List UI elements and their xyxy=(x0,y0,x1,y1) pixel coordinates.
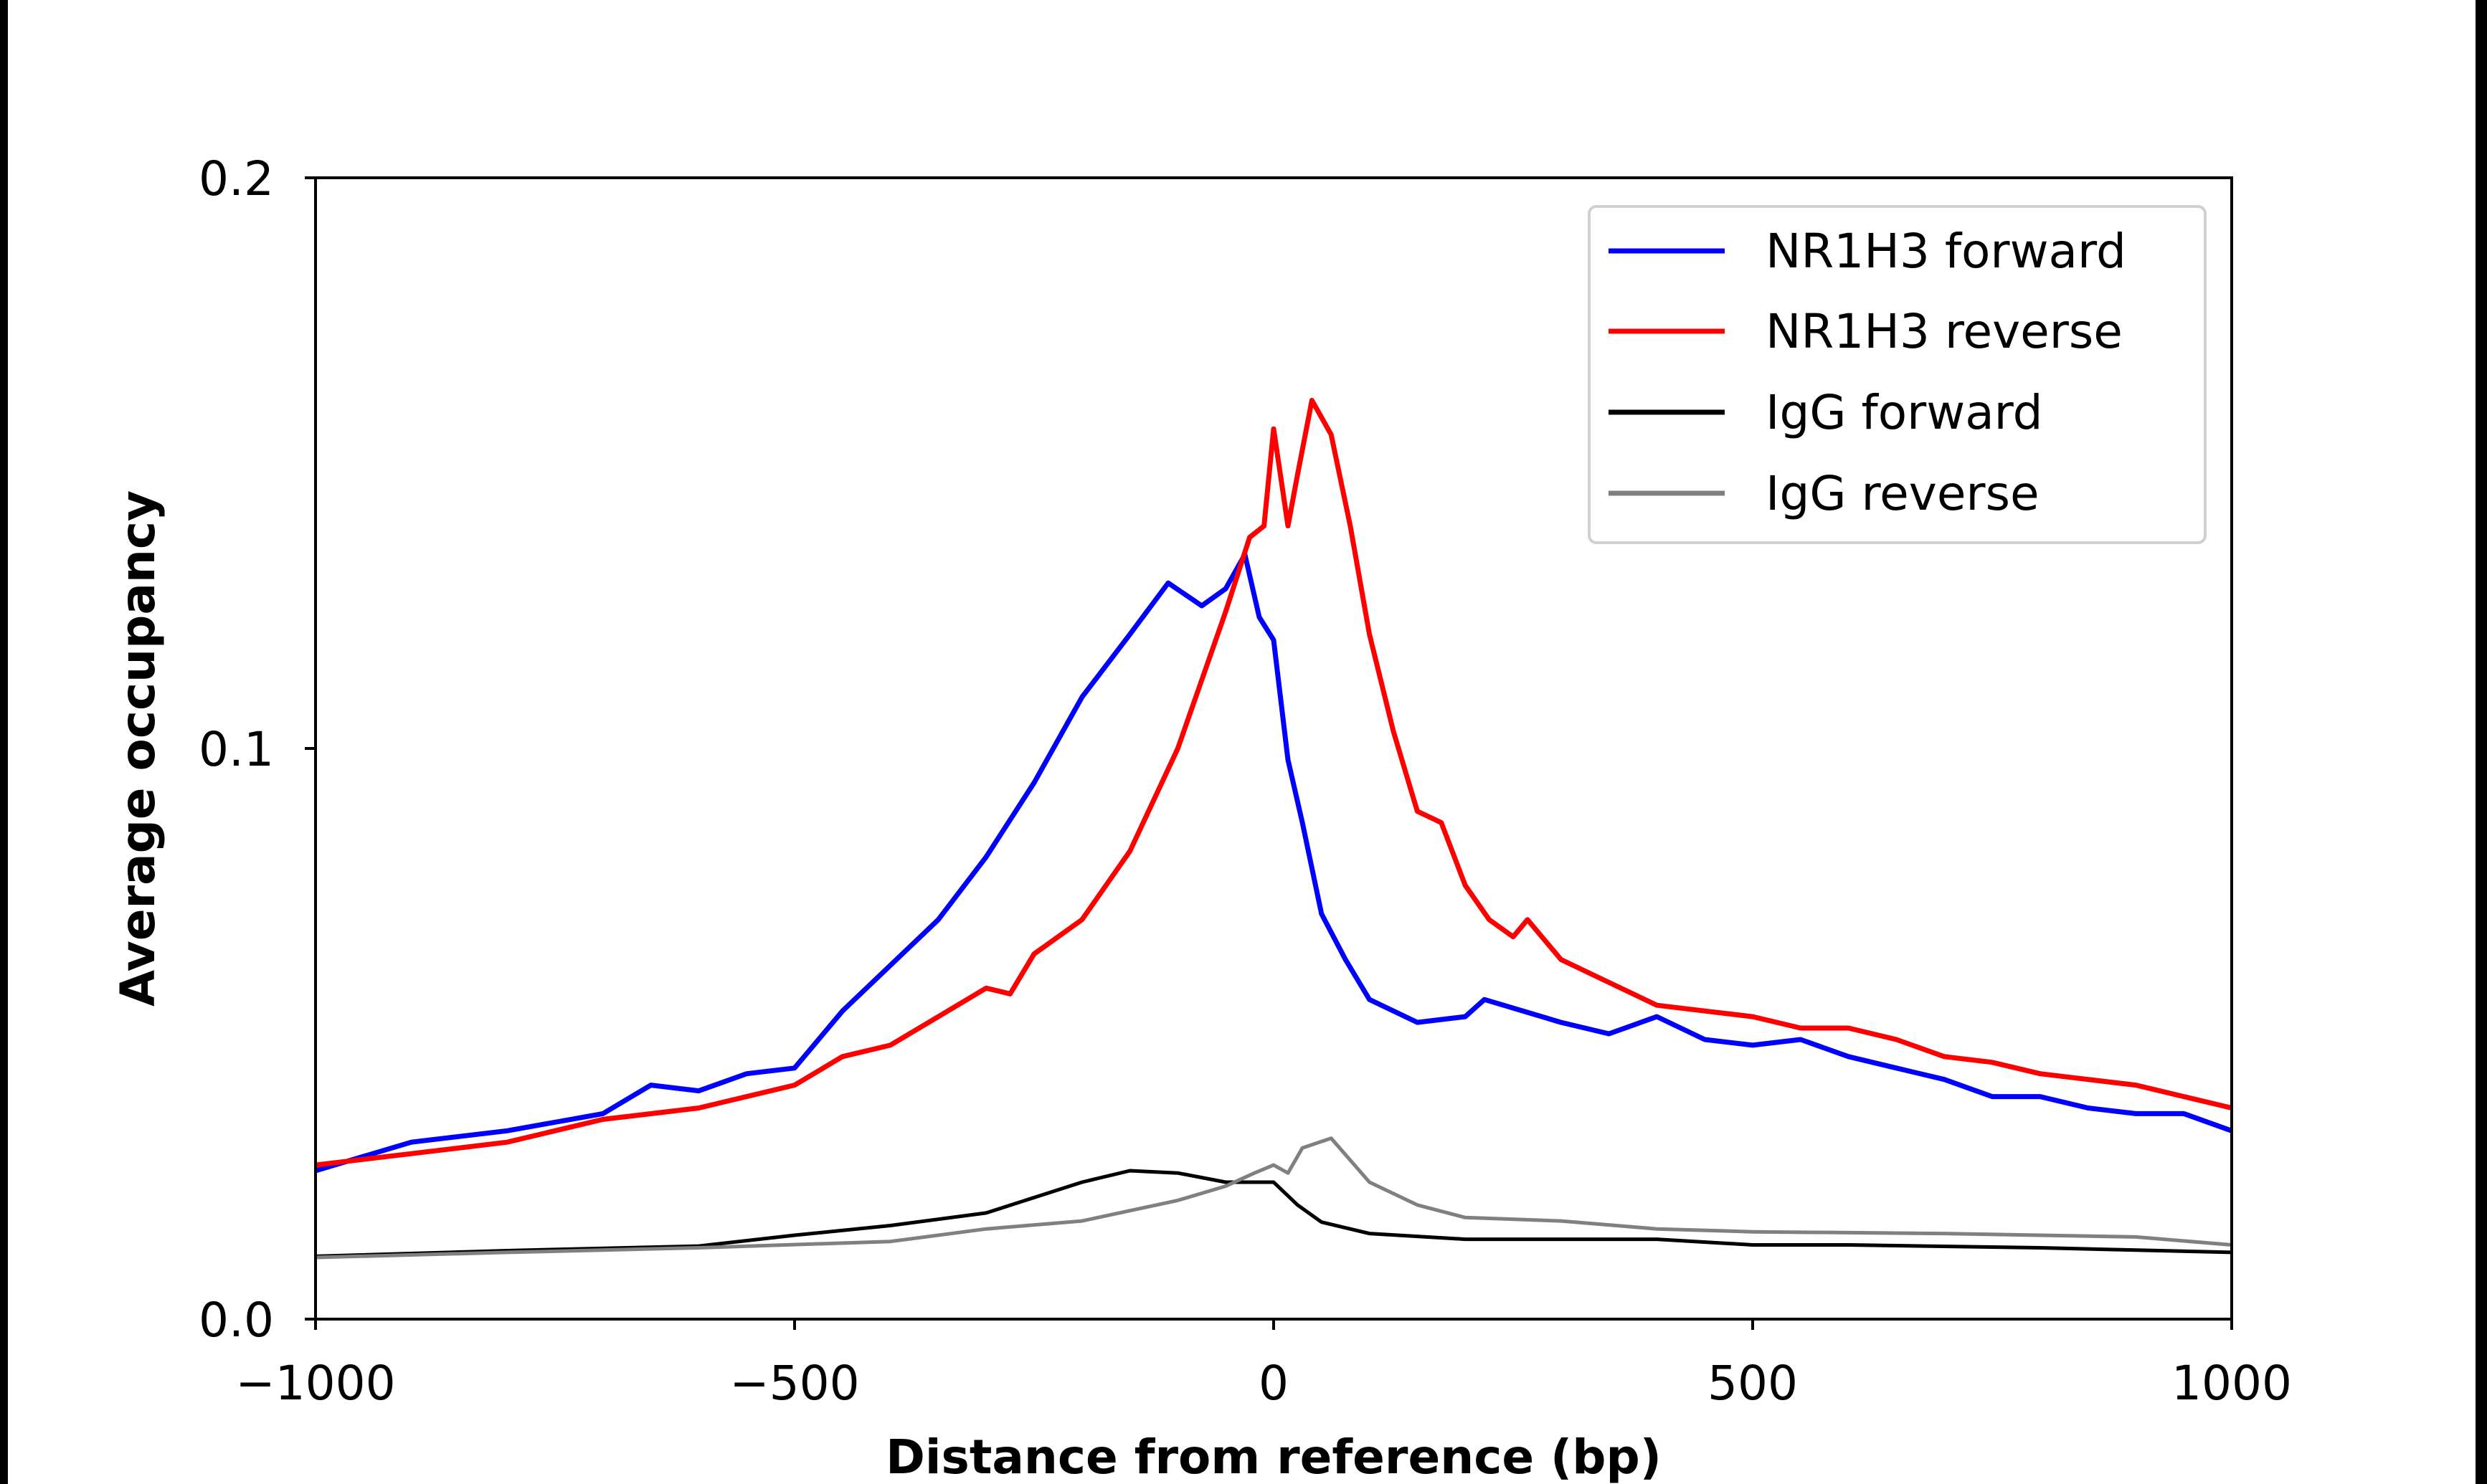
y-tick-label: 0.1 xyxy=(199,722,274,777)
y-tick-label: 0.0 xyxy=(199,1293,274,1348)
series-line-igg-reverse xyxy=(315,1136,2232,1260)
legend-item: IgG forward xyxy=(1609,385,2043,440)
x-tick-label: −500 xyxy=(729,1356,859,1411)
legend-box xyxy=(1588,205,2207,544)
legend-item: IgG reverse xyxy=(1609,466,2040,521)
series-line-nr1h3-forward xyxy=(315,551,2233,1174)
x-tick-label: −1000 xyxy=(235,1356,395,1411)
x-tick-label: 0 xyxy=(1259,1356,1289,1411)
ticks-layer: −1000 −500 0 500 1000 0.0 0.1 0.2 xyxy=(199,151,2292,1411)
series-layer xyxy=(315,397,2233,1260)
x-tick-label: 1000 xyxy=(2171,1356,2292,1411)
legend-label: IgG forward xyxy=(1766,385,2043,440)
legend-label: IgG reverse xyxy=(1766,466,2040,521)
left-border-bar xyxy=(0,0,8,1484)
legend-item: NR1H3 forward xyxy=(1609,224,2126,279)
series-line-igg-forward xyxy=(315,1169,2232,1258)
series-line-nr1h3-reverse xyxy=(315,397,2232,1168)
x-axis-label: Distance from reference (bp) xyxy=(886,1430,1662,1484)
legend-item: NR1H3 reverse xyxy=(1609,304,2123,359)
y-tick-label: 0.2 xyxy=(199,151,274,206)
legend-label: NR1H3 forward xyxy=(1766,224,2126,279)
legend: NR1H3 forward NR1H3 reverse IgG forward IgG… xyxy=(1588,205,2207,544)
legend-label: NR1H3 reverse xyxy=(1766,304,2123,359)
x-tick-label: 500 xyxy=(1707,1356,1798,1411)
y-axis-label: Average occupancy xyxy=(110,490,166,1007)
right-border-bar xyxy=(2476,0,2487,1484)
